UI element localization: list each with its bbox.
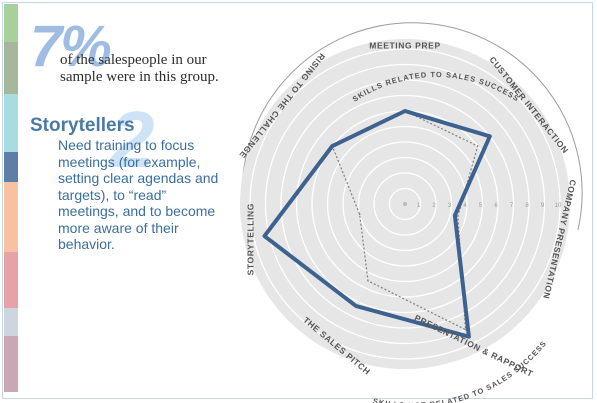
axis-label: MEETING PREP xyxy=(369,40,440,50)
data-point xyxy=(358,213,361,216)
percent-figure: 7% xyxy=(30,14,112,79)
grid-ring xyxy=(388,187,422,221)
data-point xyxy=(457,215,459,217)
grid-ring xyxy=(280,79,530,329)
scale-tick-label: 8 xyxy=(525,203,529,209)
side-strip xyxy=(4,4,18,42)
data-point xyxy=(367,280,369,282)
center-dot xyxy=(403,202,407,206)
scale-tick-label: 1 xyxy=(417,203,421,209)
data-point xyxy=(476,145,479,147)
scale-tick-label: 9 xyxy=(541,203,545,209)
series-line-solid xyxy=(262,109,492,339)
group-title: Storytellers xyxy=(30,115,135,136)
grid-ring xyxy=(373,172,437,236)
scale-tick-label: 5 xyxy=(479,203,483,209)
data-series xyxy=(262,109,492,339)
side-strip xyxy=(4,252,18,308)
grid-ring xyxy=(264,63,546,345)
side-strip xyxy=(4,182,18,252)
data-point xyxy=(464,328,467,331)
side-strip xyxy=(4,308,18,336)
data-point xyxy=(403,109,407,113)
scale-ticks: 1 2 3 4 5 6 7 8 9 10 xyxy=(417,203,562,209)
grid-ring xyxy=(295,94,515,314)
side-strip xyxy=(4,94,18,152)
percent-description: of the salespeople in our sample were in… xyxy=(60,52,219,85)
scale-tick-label: 3 xyxy=(448,203,452,209)
grid-ring xyxy=(249,48,561,360)
scale-tick-label: 2 xyxy=(432,203,436,209)
data-point xyxy=(354,304,358,308)
figure-frame xyxy=(2,2,593,399)
axis-label: STORYTELLING xyxy=(245,203,255,275)
scale-tick-label: 4 xyxy=(463,203,467,209)
grid-ring xyxy=(342,141,468,267)
scale-tick-label: 7 xyxy=(510,203,514,209)
grid-ring xyxy=(326,125,484,283)
grid-ring xyxy=(357,156,453,252)
scale-tick-label: 10 xyxy=(555,203,562,209)
side-strip xyxy=(4,152,18,182)
scale-tick-label: 6 xyxy=(494,203,498,209)
series-line-dotted xyxy=(331,110,479,331)
group-description: Need training to focus meetings (for exa… xyxy=(58,137,219,252)
group-number: 2 xyxy=(110,95,155,184)
data-point xyxy=(453,213,457,217)
data-point xyxy=(467,335,471,339)
data-point xyxy=(330,144,334,148)
side-strip xyxy=(4,42,18,94)
data-points xyxy=(262,109,492,339)
side-strip xyxy=(4,336,18,392)
outer-arc xyxy=(241,22,583,231)
data-point xyxy=(488,134,492,138)
data-point xyxy=(262,234,266,238)
